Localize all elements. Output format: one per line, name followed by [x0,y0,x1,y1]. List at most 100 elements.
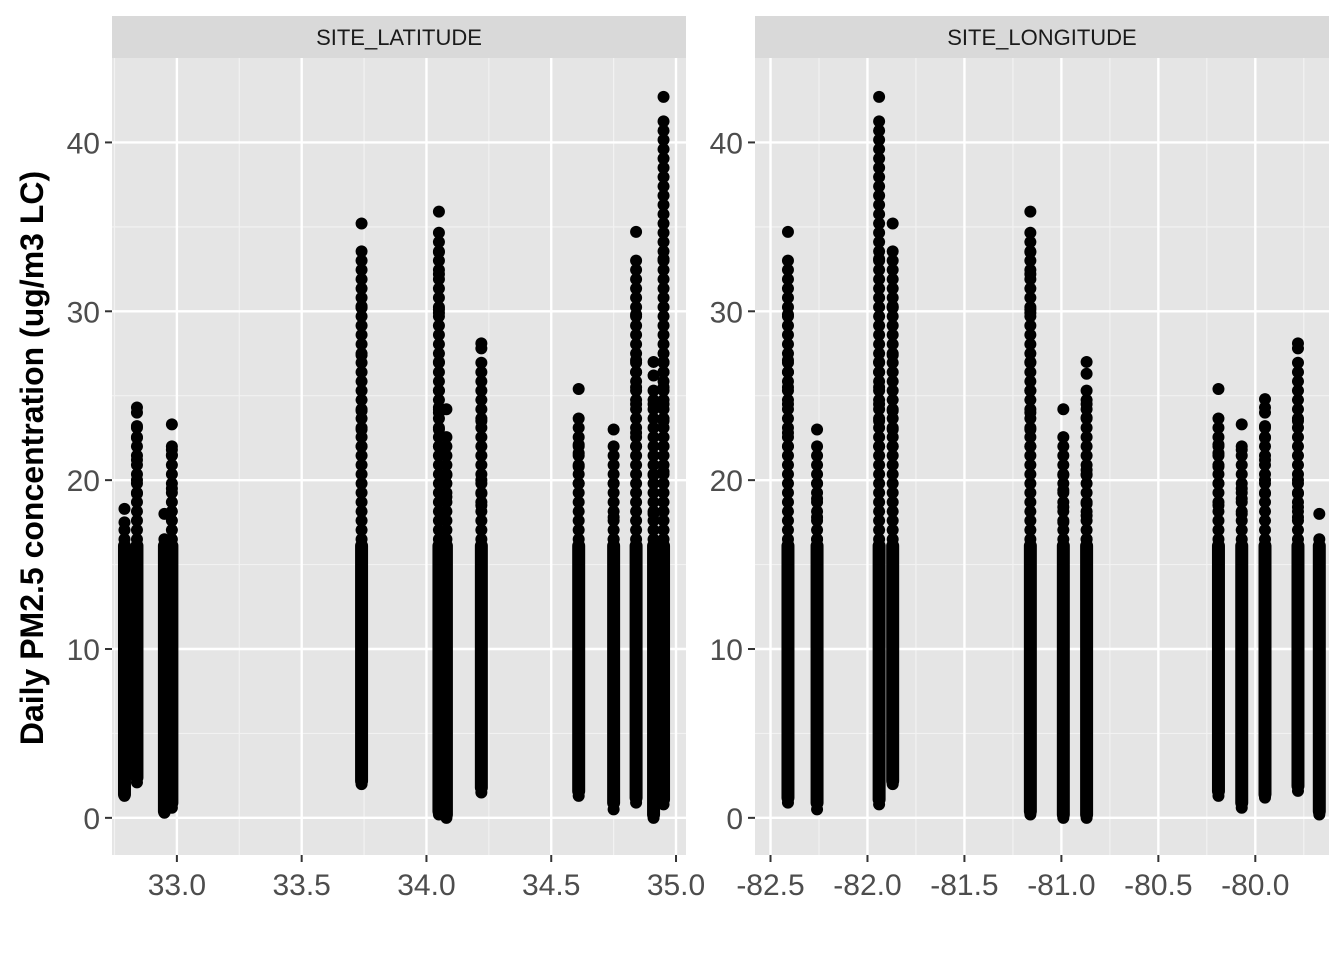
point [1080,811,1093,824]
point [630,412,643,425]
point [630,338,643,351]
point [630,366,643,379]
point [781,319,794,332]
point [355,393,368,406]
point [432,268,445,281]
point [1080,355,1093,368]
point [657,477,670,490]
point [607,458,620,471]
point [1259,523,1272,536]
point [1080,431,1093,444]
point [1259,533,1272,546]
point [811,477,824,490]
point [432,319,445,332]
point [657,208,670,221]
point [630,468,643,481]
point [165,505,178,518]
point [657,398,670,411]
point [1212,514,1225,527]
point [873,328,886,341]
point [1212,533,1225,546]
point [657,133,670,146]
point [355,458,368,471]
point [873,161,886,174]
point [781,398,794,411]
point [657,282,670,295]
point [1313,553,1326,566]
point [781,477,794,490]
y-tick-label: 0 [726,803,743,836]
point [647,398,660,411]
point [130,453,143,466]
point [1080,440,1093,453]
point [1291,449,1304,462]
y-tick-label: 20 [67,465,100,498]
point [886,217,899,230]
point [165,533,178,546]
point [607,440,620,453]
point [657,226,670,239]
point [1291,440,1304,453]
point [886,440,899,453]
point [355,263,368,276]
point [130,776,143,789]
point [475,487,488,500]
point [873,533,886,546]
point [1313,507,1326,520]
point [630,354,643,367]
point [1080,497,1093,510]
point [630,273,643,286]
panel-longitude: SITE_LONGITUDE -82.5 -82.0 -81.5 -81.0 -80.5… [736,16,1329,902]
point [355,533,368,546]
point-column [439,539,453,822]
point [1024,449,1037,462]
point [572,496,585,509]
point [1212,523,1225,536]
point [811,555,824,568]
point [630,225,643,238]
point [657,328,670,341]
point [130,505,143,518]
point-column [629,539,643,805]
point [781,254,794,267]
y-axes: 0 10 20 30 40 0 10 20 30 40 [67,127,755,836]
point [657,189,670,202]
point [1291,431,1304,444]
point [657,355,670,368]
point [572,486,585,499]
point [886,291,899,304]
y-tick-label: 10 [67,634,100,667]
point [165,443,178,456]
point [657,263,670,276]
y-tick-label: 10 [710,634,743,667]
point [886,319,899,332]
point [475,393,488,406]
point [873,291,886,304]
point-column [657,539,671,807]
point [811,803,824,816]
point [873,180,886,193]
point [572,533,585,546]
point [440,523,453,536]
x-axis: -82.5 -82.0 -81.5 -81.0 -80.5 -80.0 [736,855,1290,902]
point [657,115,670,128]
point [630,796,643,809]
point [475,449,488,462]
point [1080,398,1093,411]
point [781,514,794,527]
point [1057,501,1070,514]
point [630,308,643,321]
point [1024,254,1037,267]
point [432,236,445,249]
point [630,486,643,499]
point [440,491,453,504]
point [1291,487,1304,500]
point [355,384,368,397]
point [432,347,445,360]
point [873,152,886,165]
point [1024,393,1037,406]
point-column [165,539,179,810]
point [657,198,670,211]
point [657,310,670,323]
point [657,301,670,314]
